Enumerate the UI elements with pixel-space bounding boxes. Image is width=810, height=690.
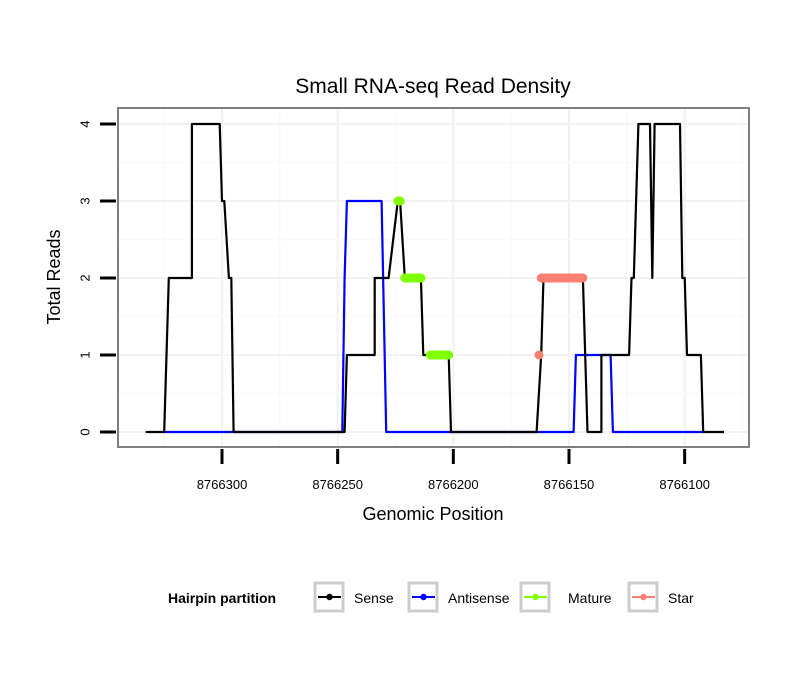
legend-title: Hairpin partition bbox=[168, 590, 276, 606]
legend-label-sense: Sense bbox=[354, 590, 394, 606]
legend-label-mature: Mature bbox=[568, 590, 612, 606]
y-tick-label: 4 bbox=[77, 120, 92, 127]
x-tick-label: 8766100 bbox=[659, 477, 710, 492]
legend-key-point bbox=[640, 593, 647, 601]
x-tick-label: 8766150 bbox=[544, 477, 595, 492]
x-tick-label: 8766250 bbox=[312, 477, 363, 492]
series-line-sense bbox=[145, 122, 724, 434]
series-layer bbox=[145, 122, 724, 434]
plot-panel bbox=[117, 107, 750, 448]
legend: Hairpin partition Sense Antisense Mature St… bbox=[168, 581, 694, 613]
legend-key-point bbox=[532, 593, 539, 601]
legend-key-point bbox=[326, 593, 333, 601]
y-axis-title: Total Reads bbox=[44, 229, 64, 324]
x-tick-label: 8766300 bbox=[197, 477, 248, 492]
y-tick-label: 2 bbox=[77, 274, 92, 281]
y-axis: 0 1 2 3 4 bbox=[77, 120, 116, 436]
legend-label-antisense: Antisense bbox=[448, 590, 510, 606]
legend-label-star: Star bbox=[668, 590, 694, 606]
y-tick-label: 0 bbox=[77, 428, 92, 435]
legend-key-point bbox=[420, 593, 427, 601]
y-tick-label: 1 bbox=[77, 351, 92, 358]
grid bbox=[119, 109, 748, 446]
x-axis: 8766300 8766250 8766200 8766150 8766100 bbox=[197, 449, 710, 492]
x-axis-title: Genomic Position bbox=[362, 504, 503, 524]
y-tick-label: 3 bbox=[77, 197, 92, 204]
chart-title: Small RNA-seq Read Density bbox=[295, 75, 571, 98]
x-tick-label: 8766200 bbox=[428, 477, 479, 492]
